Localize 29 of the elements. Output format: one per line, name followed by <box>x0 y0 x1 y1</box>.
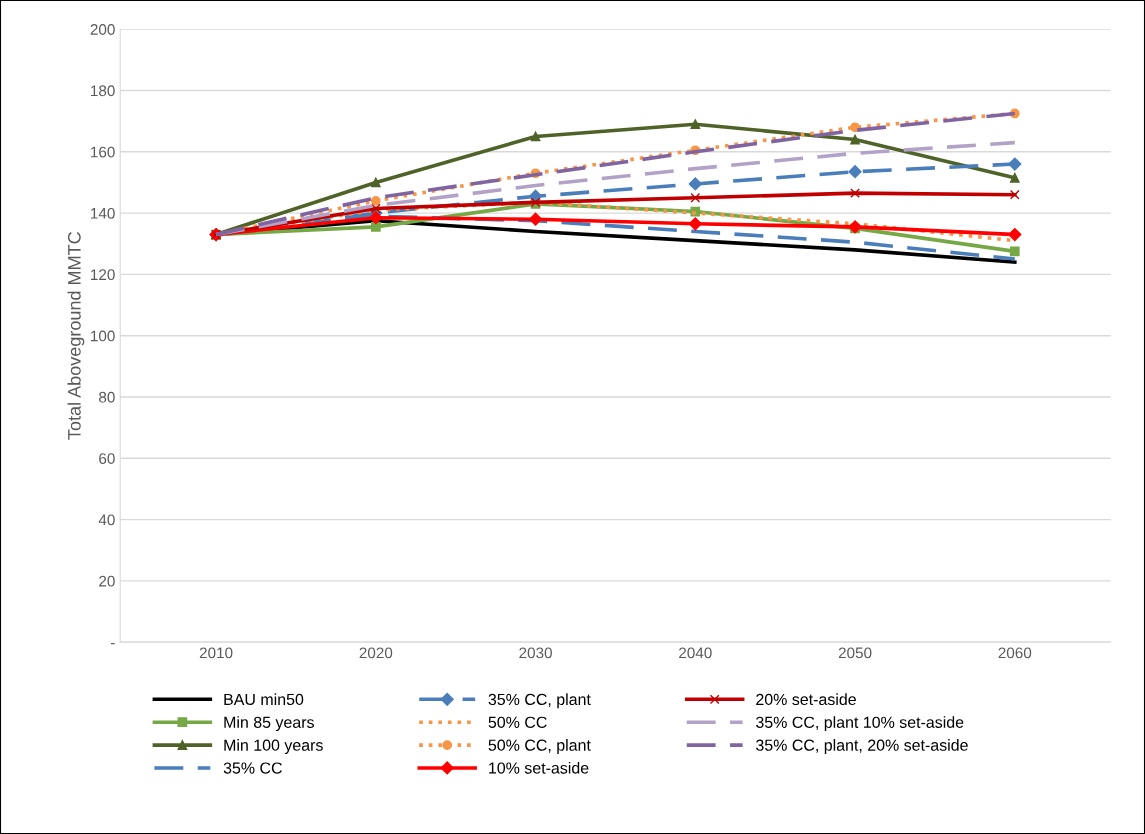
y-tick-label: 200 <box>90 24 115 35</box>
legend-label: Min 85 years <box>224 716 314 732</box>
legend-label: Min 100 years <box>224 739 323 754</box>
legend-label: 50% CC <box>488 716 547 728</box>
y-tick-label: 20 <box>99 575 115 587</box>
y-tick-label: - <box>110 643 115 645</box>
y-tick-label: 40 <box>98 514 115 526</box>
x-tick-label: 2020 <box>359 647 393 659</box>
x-tick-label: 2030 <box>519 647 552 659</box>
y-tick-label: 60 <box>99 453 115 464</box>
y-axis-title: Total Aboveground MMTC <box>67 232 85 440</box>
legend-label: 35% CC, plant 10% set-aside <box>756 716 964 732</box>
legend-label: 35% CC <box>223 762 282 774</box>
x-tick-label: 2050 <box>838 647 872 659</box>
y-tick-label: 80 <box>99 391 115 403</box>
y-tick-label: 100 <box>91 330 115 342</box>
x-tick-label: 2060 <box>998 647 1032 659</box>
y-tick-label: 160 <box>91 146 115 158</box>
legend-label: 35% CC, plant, 20% set-aside <box>756 739 968 754</box>
x-tick-label: 2040 <box>679 647 712 659</box>
y-tick-label: 120 <box>91 269 115 281</box>
y-tick-label: 180 <box>91 85 115 97</box>
legend-label: 50% CC, plant <box>488 739 591 754</box>
x-tick-label: 2010 <box>199 647 233 659</box>
legend-label: BAU min50 <box>224 693 304 706</box>
legend-label: 35% CC, plant <box>488 693 591 709</box>
legend-label: 10% set-aside <box>489 761 589 774</box>
legend-label: 20% set-aside <box>756 693 856 706</box>
y-tick-label: 140 <box>91 207 115 219</box>
